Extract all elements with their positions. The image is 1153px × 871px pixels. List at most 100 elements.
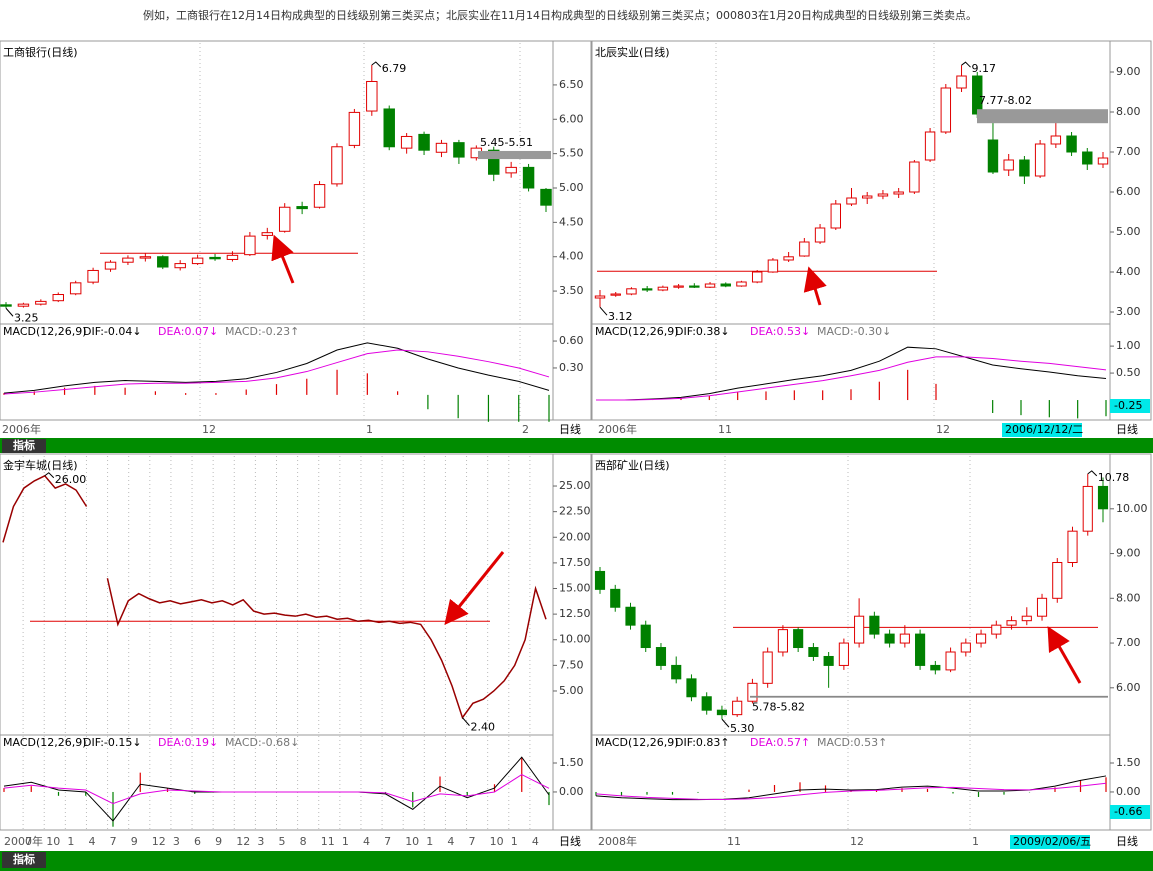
candle-body — [877, 193, 889, 197]
arrow — [1047, 626, 1082, 684]
candle-body — [625, 606, 636, 626]
leader — [721, 718, 730, 728]
candle-body — [366, 80, 378, 112]
macd-title: MACD(12,26,9) — [3, 325, 87, 338]
x-tick-label: 4 — [363, 835, 370, 848]
arrows — [271, 234, 1082, 684]
y-tick-label: 6.00 — [1116, 681, 1141, 694]
candle-body — [783, 256, 794, 261]
candle-body — [736, 281, 747, 287]
candle-body — [924, 131, 936, 161]
x-tick-label: 12 — [936, 423, 950, 436]
min-label: 3.25 — [14, 311, 39, 324]
chart-title: 工商银行(日线) — [3, 45, 78, 59]
candle-body — [991, 624, 1002, 635]
dif-label: DIF:-0.04↓ — [83, 325, 142, 338]
y-tick-label: 22.50 — [559, 505, 591, 518]
candle-body — [777, 629, 788, 653]
period-label: 日线 — [1116, 422, 1138, 436]
indicator-button[interactable]: 指标 — [13, 852, 35, 866]
leader — [961, 61, 971, 68]
candle-body — [869, 615, 880, 635]
x-tick-label: 11 — [718, 423, 732, 436]
x-tick-label: 12 — [152, 835, 166, 848]
candle-body — [69, 282, 82, 295]
y-tick-label: 6.00 — [1116, 185, 1141, 198]
candle-body — [720, 283, 731, 287]
candle-body — [331, 146, 343, 185]
x-tick-label: 4 — [447, 835, 454, 848]
x-tick-label: 7 — [384, 835, 391, 848]
dea-label: DEA:0.07↓ — [158, 325, 218, 338]
dea-label: DEA:0.53↓ — [750, 325, 810, 338]
candle-body — [1066, 135, 1077, 153]
candle-body — [0, 304, 12, 307]
x-tick-label: 10 — [46, 835, 60, 848]
indicator-tab[interactable] — [2, 439, 46, 453]
min-label: 2.40 — [470, 721, 495, 734]
x-tick-label: 3 — [173, 835, 180, 848]
indicator-tab[interactable] — [2, 852, 46, 868]
max-label: 10.78 — [1098, 471, 1130, 484]
candle-body — [701, 696, 712, 711]
indicator-button[interactable]: 指标 — [13, 438, 35, 452]
dea-label: DEA:0.19↓ — [158, 736, 218, 749]
x-tick-label: 7 — [25, 835, 32, 848]
candle-body — [930, 664, 941, 671]
candle-body — [296, 206, 308, 210]
x-tick-label: 3 — [257, 835, 264, 848]
candle-body — [640, 624, 651, 649]
x-tick-label: 12 — [850, 835, 864, 848]
candle-body — [1097, 157, 1109, 165]
candle-body — [956, 75, 967, 89]
candle-body — [157, 256, 169, 268]
y-tick-label: 12.50 — [559, 607, 591, 620]
arrow — [803, 266, 827, 306]
x-tick-label: 2006年 — [598, 422, 637, 436]
candle-body — [278, 206, 291, 232]
y-tick-label: 3.00 — [1116, 305, 1141, 318]
y-tick-label: 5.50 — [559, 147, 584, 160]
leader — [462, 717, 470, 726]
x-tick-label: 1 — [426, 835, 433, 848]
candle-body — [626, 288, 637, 295]
y-tick-label: 5.00 — [559, 684, 584, 697]
x-tick-label: 10 — [490, 835, 504, 848]
candle-body — [400, 135, 413, 149]
date-box — [1010, 835, 1090, 849]
x-tick-label: 11 — [321, 835, 335, 848]
candle-body — [899, 633, 910, 644]
candle-body — [594, 570, 606, 590]
dea-line — [3, 349, 550, 395]
x-tick-label: 10 — [405, 835, 419, 848]
candle-body — [960, 642, 971, 653]
leader — [371, 61, 382, 68]
chart-title: 北辰实业(日线) — [595, 45, 670, 59]
y-tick-label: 0.60 — [559, 334, 584, 347]
toolbar — [0, 438, 1153, 453]
leader — [1087, 470, 1098, 477]
candle-body — [35, 300, 47, 305]
candle-body — [540, 188, 552, 206]
candle-body — [261, 232, 274, 236]
candle-body — [909, 161, 920, 193]
chart-title: 金宇车城(日线) — [3, 458, 78, 472]
candle-body — [838, 642, 849, 666]
candle-body — [716, 709, 728, 716]
date-box — [1002, 423, 1082, 437]
x-tick-label: 1 — [972, 835, 979, 848]
y-tick-label: 7.00 — [1116, 636, 1141, 649]
candle-body — [987, 139, 999, 173]
y-tick-label: 15.00 — [559, 582, 591, 595]
candle-body — [671, 664, 682, 680]
dif-label: DIF:0.38↓ — [675, 325, 730, 338]
y-tick-label: 25.00 — [559, 479, 591, 492]
candle-body — [174, 263, 186, 269]
candle-body — [657, 286, 669, 291]
x-tick-label: 12 — [202, 423, 216, 436]
value-box — [1110, 805, 1150, 819]
macd-title: MACD(12,26,9) — [3, 736, 87, 749]
candle-body — [799, 241, 810, 257]
y-tick-label: 0.50 — [1116, 366, 1141, 379]
